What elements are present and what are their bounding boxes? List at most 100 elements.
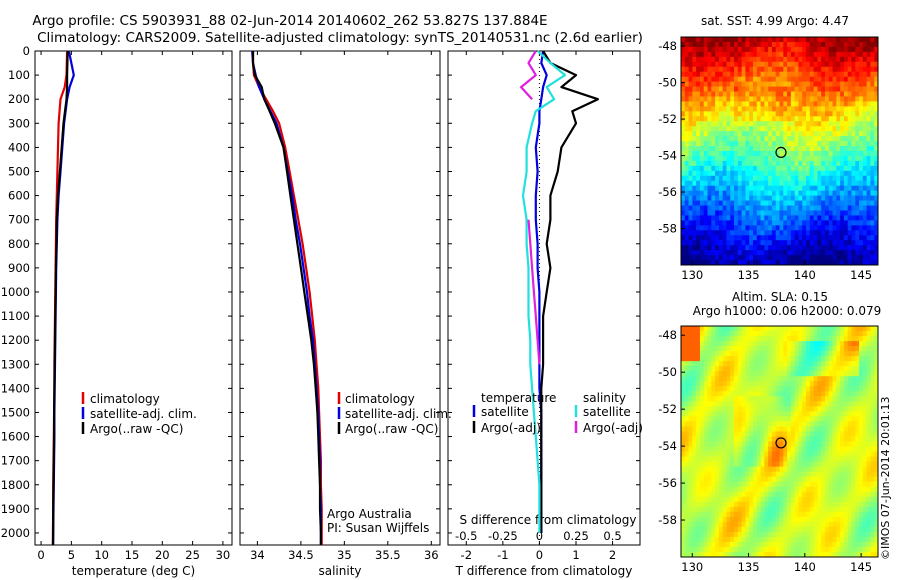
title-line-1: Argo profile: CS 5903931_88 02-Jun-2014 … bbox=[32, 13, 547, 29]
depth-tick-label: 2000 bbox=[1, 526, 30, 540]
depth-tick-label: 1200 bbox=[1, 333, 30, 347]
depth-tick-label: 100 bbox=[8, 68, 30, 82]
plot-frame bbox=[239, 50, 441, 546]
salinity-panel: 34 34.5 35 35.5 36 salinity bbox=[239, 50, 441, 578]
x-axis-label: T difference from climatology bbox=[455, 564, 633, 578]
map-y-tick: -50 bbox=[658, 76, 677, 90]
depth-tick-label: 1500 bbox=[1, 405, 30, 419]
difference-legend: temperature salinity satellite Argo(-adj… bbox=[472, 391, 643, 435]
depth-tick-label: 800 bbox=[8, 237, 30, 251]
map-field bbox=[681, 326, 879, 558]
x-tick-label: -1 bbox=[497, 548, 508, 562]
x-tick-label: 20 bbox=[155, 548, 170, 562]
map-y-tick: -48 bbox=[658, 39, 677, 53]
map-frame bbox=[680, 325, 879, 558]
depth-tick-label: 500 bbox=[8, 164, 30, 178]
legend-climatology-sal: climatology bbox=[345, 392, 415, 406]
depth-tick-label: 200 bbox=[8, 92, 30, 106]
legend-t-satellite: satellite bbox=[481, 405, 529, 419]
argo-note-line-2: PI: Susan Wijffels bbox=[327, 521, 429, 535]
depth-tick-label: 700 bbox=[8, 213, 30, 227]
temperature-legend: climatology satellite-adj. clim. Argo(..… bbox=[81, 392, 197, 436]
s-tick-label: 0.5 bbox=[603, 529, 621, 543]
temperature-panel: 0100200300400500600700800900100011001200… bbox=[1, 44, 233, 578]
legend-t-argo: Argo(-adj) bbox=[481, 421, 541, 435]
map-x-tick: 135 bbox=[738, 268, 760, 282]
x-tick-label: 35.5 bbox=[375, 548, 401, 562]
map-frame bbox=[680, 36, 879, 266]
legend-temperature-header: temperature bbox=[481, 391, 556, 405]
argo-note-line-1: Argo Australia bbox=[327, 507, 412, 521]
s-axis-label: S difference from climatology bbox=[460, 513, 637, 527]
s-tick-label: 0.25 bbox=[563, 529, 589, 543]
legend-satellite-sal: satellite-adj. clim. bbox=[345, 407, 452, 421]
depth-tick-label: 1700 bbox=[1, 454, 30, 468]
series-line-2 bbox=[251, 51, 322, 545]
x-tick-label: 36 bbox=[424, 548, 439, 562]
series-line-2 bbox=[51, 50, 69, 546]
depth-tick-label: 1300 bbox=[1, 357, 30, 371]
legend-satellite: satellite-adj. clim. bbox=[90, 407, 197, 421]
x-tick-label: 34 bbox=[250, 548, 265, 562]
map-y-tick: -48 bbox=[658, 328, 677, 342]
map-x-tick: 140 bbox=[794, 560, 816, 574]
argo-location-marker bbox=[775, 146, 787, 159]
legend-s-satellite: satellite bbox=[583, 405, 631, 419]
map-y-tick: -58 bbox=[658, 513, 677, 527]
map-y-tick: -54 bbox=[658, 439, 677, 453]
sst-map: sat. SST: 4.99 Argo: 4.47 130 135 140 145 -48… bbox=[658, 14, 879, 282]
series-line-3 bbox=[520, 50, 541, 365]
map-x-tick: 145 bbox=[850, 268, 872, 282]
x-tick-label: 35 bbox=[337, 548, 352, 562]
map-x-tick: 145 bbox=[850, 560, 872, 574]
difference-panel: -2 -1 0 1 2 T difference from climatology -0.5… bbox=[447, 50, 641, 578]
x-axis-label: temperature (deg C) bbox=[72, 564, 195, 578]
depth-tick-label: 600 bbox=[8, 189, 30, 203]
map-x-tick: 130 bbox=[681, 560, 703, 574]
x-tick-label: 30 bbox=[216, 548, 231, 562]
x-tick-label: 5 bbox=[68, 548, 75, 562]
map-y-tick: -50 bbox=[658, 365, 677, 379]
map-y-tick: -56 bbox=[658, 185, 677, 199]
series-line-2 bbox=[521, 50, 567, 533]
sst-map-title: sat. SST: 4.99 Argo: 4.47 bbox=[701, 14, 849, 28]
depth-tick-label: 1800 bbox=[1, 478, 30, 492]
depth-tick-label: 0 bbox=[23, 44, 30, 58]
map-y-tick: -58 bbox=[658, 222, 677, 236]
imos-timestamp: ©IMOS 07-Jun-2014 20:01:13 bbox=[879, 396, 892, 560]
map-y-tick: -56 bbox=[658, 476, 677, 490]
sla-map-title: Altim. SLA: 0.15 bbox=[732, 290, 828, 304]
map-x-tick: 140 bbox=[794, 268, 816, 282]
title-line-2: Climatology: CARS2009. Satellite-adjuste… bbox=[37, 30, 643, 46]
legend-s-argo: Argo(-adj) bbox=[583, 421, 643, 435]
x-tick-label: 15 bbox=[125, 548, 140, 562]
depth-tick-label: 1900 bbox=[1, 502, 30, 516]
depth-tick-label: 1600 bbox=[1, 430, 30, 444]
depth-tick-label: 900 bbox=[8, 261, 30, 275]
depth-tick-label: 400 bbox=[8, 140, 30, 154]
legend-argo-sal: Argo(..raw -QC) bbox=[345, 422, 438, 436]
s-tick-label: -0.25 bbox=[488, 529, 518, 543]
argo-location-marker bbox=[775, 437, 787, 449]
depth-tick-label: 300 bbox=[8, 116, 30, 130]
x-axis-label: salinity bbox=[318, 564, 361, 578]
legend-argo: Argo(..raw -QC) bbox=[90, 422, 183, 436]
x-tick-label: 34.5 bbox=[288, 548, 314, 562]
series-line-1 bbox=[540, 50, 599, 533]
depth-tick-label: 1000 bbox=[1, 285, 30, 299]
map-y-tick: -52 bbox=[658, 112, 677, 126]
x-tick-label: 0 bbox=[37, 548, 44, 562]
x-tick-label: 0 bbox=[536, 548, 543, 562]
depth-tick-label: 1400 bbox=[1, 381, 30, 395]
s-tick-label: -0.5 bbox=[455, 529, 477, 543]
map-x-tick: 135 bbox=[738, 560, 760, 574]
x-tick-label: 10 bbox=[94, 548, 109, 562]
legend-salinity-header: salinity bbox=[583, 391, 626, 405]
plot-frame bbox=[447, 50, 641, 546]
x-tick-label: 1 bbox=[572, 548, 579, 562]
map-field bbox=[681, 37, 879, 266]
map-y-tick: -54 bbox=[658, 149, 677, 163]
legend-climatology: climatology bbox=[90, 392, 160, 406]
